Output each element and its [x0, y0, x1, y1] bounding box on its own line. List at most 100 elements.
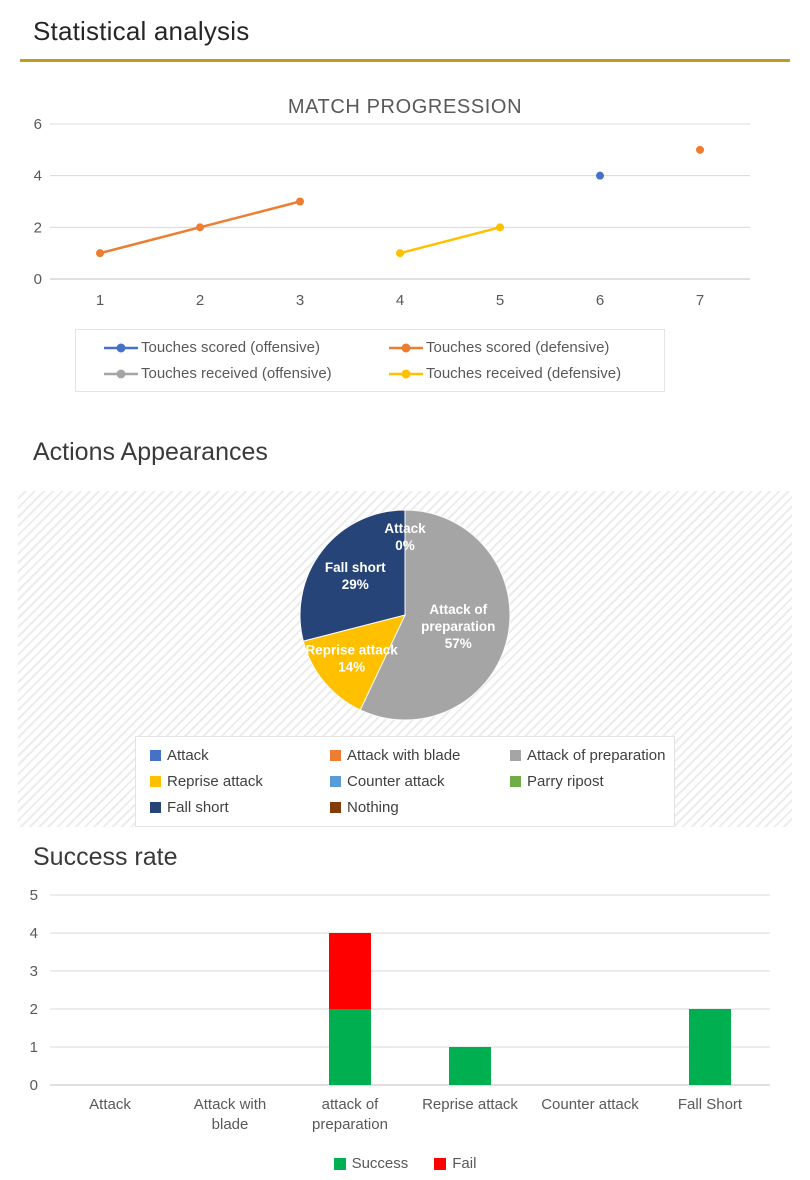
legend-swatch — [510, 750, 521, 761]
x-category-label: Counter attack — [541, 1096, 639, 1113]
legend-marker — [389, 369, 423, 378]
legend-item: Nothing — [330, 799, 510, 816]
section-title-actions: Actions Appearances — [33, 438, 268, 466]
legend-item: Reprise attack — [150, 773, 330, 790]
legend-label: Attack — [167, 747, 209, 764]
pie-slice — [359, 509, 511, 721]
pie-chart-legend: Attack Attack with blade Attack of prepara… — [135, 736, 675, 827]
x-tick-label: 2 — [196, 292, 204, 309]
x-tick-label: 7 — [696, 292, 704, 309]
y-tick-label: 4 — [30, 925, 38, 942]
legend-marker — [389, 343, 423, 352]
y-tick-label: 5 — [30, 887, 38, 904]
legend-label: Touches received (offensive) — [141, 365, 332, 382]
legend-label: Fall short — [167, 799, 229, 816]
legend-label: Attack of preparation — [527, 747, 666, 764]
accent-divider — [20, 59, 790, 62]
legend-swatch — [330, 802, 341, 813]
x-tick-label: 6 — [596, 292, 604, 309]
data-point — [696, 145, 704, 154]
legend-label: Parry ripost — [527, 773, 604, 790]
x-category-label: Reprise attack — [422, 1096, 518, 1113]
y-tick-label: 6 — [34, 116, 42, 133]
bar-segment-fail — [329, 933, 371, 1009]
series-segment — [198, 200, 302, 229]
legend-item: Attack — [150, 747, 330, 764]
line-chart-legend: Touches scored (offensive) Touches scored… — [75, 329, 665, 392]
legend-swatch — [333, 1157, 346, 1170]
legend-label: Touches scored (offensive) — [141, 339, 320, 356]
y-tick-label: 0 — [30, 1077, 38, 1094]
x-category-label: Attack — [89, 1096, 131, 1113]
x-tick-label: 1 — [96, 292, 104, 309]
legend-swatch — [510, 776, 521, 787]
legend-item: Success — [333, 1155, 409, 1172]
legend-swatch — [330, 776, 341, 787]
legend-label: Success — [351, 1155, 409, 1172]
legend-item: Attack with blade — [330, 747, 510, 764]
legend-label: Reprise attack — [167, 773, 263, 790]
pie-slice — [299, 509, 406, 642]
legend-item: Touches scored (offensive) — [104, 339, 389, 356]
pie-data-label: Attack of preparation 57% — [421, 602, 495, 651]
legend-swatch — [150, 776, 161, 787]
pie-chart-area: Attack 0% Attack of preparation 57% Reprise a… — [18, 491, 792, 827]
legend-item: Fail — [434, 1155, 476, 1172]
legend-label: Nothing — [347, 799, 399, 816]
actions-pie-chart: Attack 0% Attack of preparation 57% Reprise a… — [299, 509, 511, 721]
page-header: Statistical analysis — [0, 0, 810, 62]
legend-label: Touches scored (defensive) — [426, 339, 610, 356]
legend-label: Counter attack — [347, 773, 445, 790]
legend-item: Fall short — [150, 799, 330, 816]
page-title: Statistical analysis — [33, 16, 250, 46]
legend-item: Touches received (defensive) — [389, 365, 664, 382]
section-title-success: Success rate — [33, 843, 178, 871]
series-segment — [398, 226, 502, 255]
pie-data-label: Reprise attack 14% — [305, 643, 398, 675]
y-tick-label: 0 — [34, 271, 42, 288]
legend-marker — [104, 369, 138, 378]
x-tick-label: 3 — [296, 292, 304, 309]
legend-item: Touches scored (defensive) — [389, 339, 664, 356]
legend-label: Fail — [452, 1155, 477, 1172]
bar-chart-legend: Success Fail — [0, 1155, 810, 1172]
y-tick-label: 2 — [34, 219, 42, 236]
legend-swatch — [330, 750, 341, 761]
data-point — [196, 223, 204, 232]
data-point — [596, 171, 604, 180]
x-category-label: Attack with blade — [194, 1096, 267, 1133]
bar-segment-success — [689, 1009, 731, 1085]
data-point — [396, 249, 404, 258]
x-category-label: attack of preparation — [312, 1096, 388, 1133]
bar-segment-success — [449, 1047, 491, 1085]
actions-appearances-section: Actions Appearances Attack 0% Attack of pre… — [0, 438, 810, 827]
bar-segment-success — [329, 1009, 371, 1085]
legend-item: Attack of preparation — [510, 747, 690, 764]
y-tick-label: 4 — [34, 168, 42, 185]
y-tick-label: 3 — [30, 963, 38, 980]
series-segment — [98, 226, 202, 255]
y-tick-label: 2 — [30, 1001, 38, 1018]
match-progression-chart: 0 2 4 6 1 2 3 4 5 6 7 — [34, 116, 750, 309]
data-point — [296, 197, 304, 206]
legend-item: Touches received (offensive) — [104, 365, 389, 382]
data-point — [496, 223, 504, 232]
legend-marker — [104, 343, 138, 352]
success-rate-section: Success rate 0 1 2 3 4 5 Attack Attack with blad… — [0, 843, 810, 1172]
x-tick-label: 5 — [496, 292, 504, 309]
success-rate-chart: 0 1 2 3 4 5 Attack Attack with blade attack of pre… — [30, 887, 770, 1133]
data-point — [96, 249, 104, 258]
legend-label: Attack with blade — [347, 747, 461, 764]
pie-data-label: Attack 0% — [384, 521, 426, 553]
legend-item: Counter attack — [330, 773, 510, 790]
x-category-label: Fall Short — [678, 1096, 743, 1113]
legend-label: Touches received (defensive) — [426, 365, 622, 382]
pie-slice — [302, 614, 406, 711]
x-tick-label: 4 — [396, 292, 404, 309]
legend-swatch — [150, 802, 161, 813]
legend-swatch — [150, 750, 161, 761]
pie-data-label: Fall short 29% — [325, 560, 386, 592]
legend-swatch — [434, 1157, 447, 1170]
